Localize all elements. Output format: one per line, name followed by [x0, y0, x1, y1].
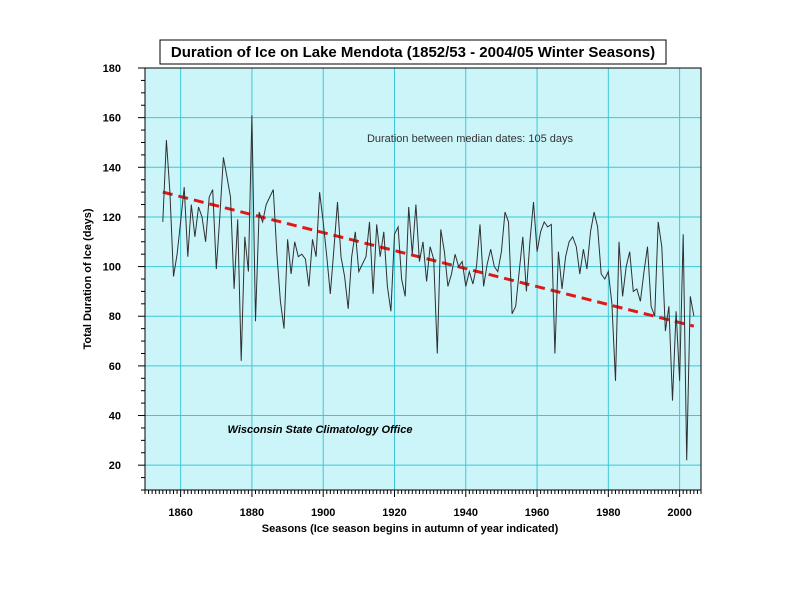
x-tick-label: 1980	[596, 507, 620, 519]
y-tick-label: 120	[103, 212, 121, 224]
x-axis-label: Seasons (Ice season begins in autumn of …	[262, 523, 559, 535]
x-tick-labels: 1860 1880 1900 1920 1940 1960 1980 2000	[168, 507, 691, 519]
x-tick-label: 1960	[525, 507, 549, 519]
y-tick-label: 180	[103, 63, 121, 75]
gridlines	[145, 67, 701, 490]
x-tick-label: 2000	[667, 507, 691, 519]
y-tick-label: 160	[103, 113, 121, 125]
y-tick-label: 80	[109, 311, 121, 323]
ice-duration-line	[162, 115, 695, 461]
x-tick-label: 1880	[240, 507, 264, 519]
series-group	[162, 115, 695, 461]
plot-frame	[144, 67, 702, 491]
x-tick-label: 1920	[382, 507, 406, 519]
y-tick-label: 60	[109, 361, 121, 373]
title-box	[159, 39, 667, 65]
median-annotation: Duration between median dates: 105 days	[367, 133, 574, 145]
trend-line-group	[162, 190, 695, 328]
y-tick-label: 100	[103, 262, 121, 274]
y-axis-label: Total Duration of Ice (days)	[82, 208, 94, 349]
credit-annotation: Wisconsin State Climatology Office	[228, 424, 413, 436]
y-tick-label: 140	[103, 162, 121, 174]
x-tick-label: 1860	[168, 507, 192, 519]
y-tick-labels: 20 40 60 80 100 120 140 160 180	[103, 63, 121, 472]
minor-ticks	[138, 67, 702, 497]
x-tick-label: 1900	[311, 507, 335, 519]
y-tick-label: 20	[109, 460, 121, 472]
x-tick-label: 1940	[454, 507, 478, 519]
chart-title: Duration of Ice on Lake Mendota (1852/53…	[171, 44, 655, 61]
y-tick-label: 40	[109, 411, 121, 423]
trend-line	[162, 190, 695, 328]
